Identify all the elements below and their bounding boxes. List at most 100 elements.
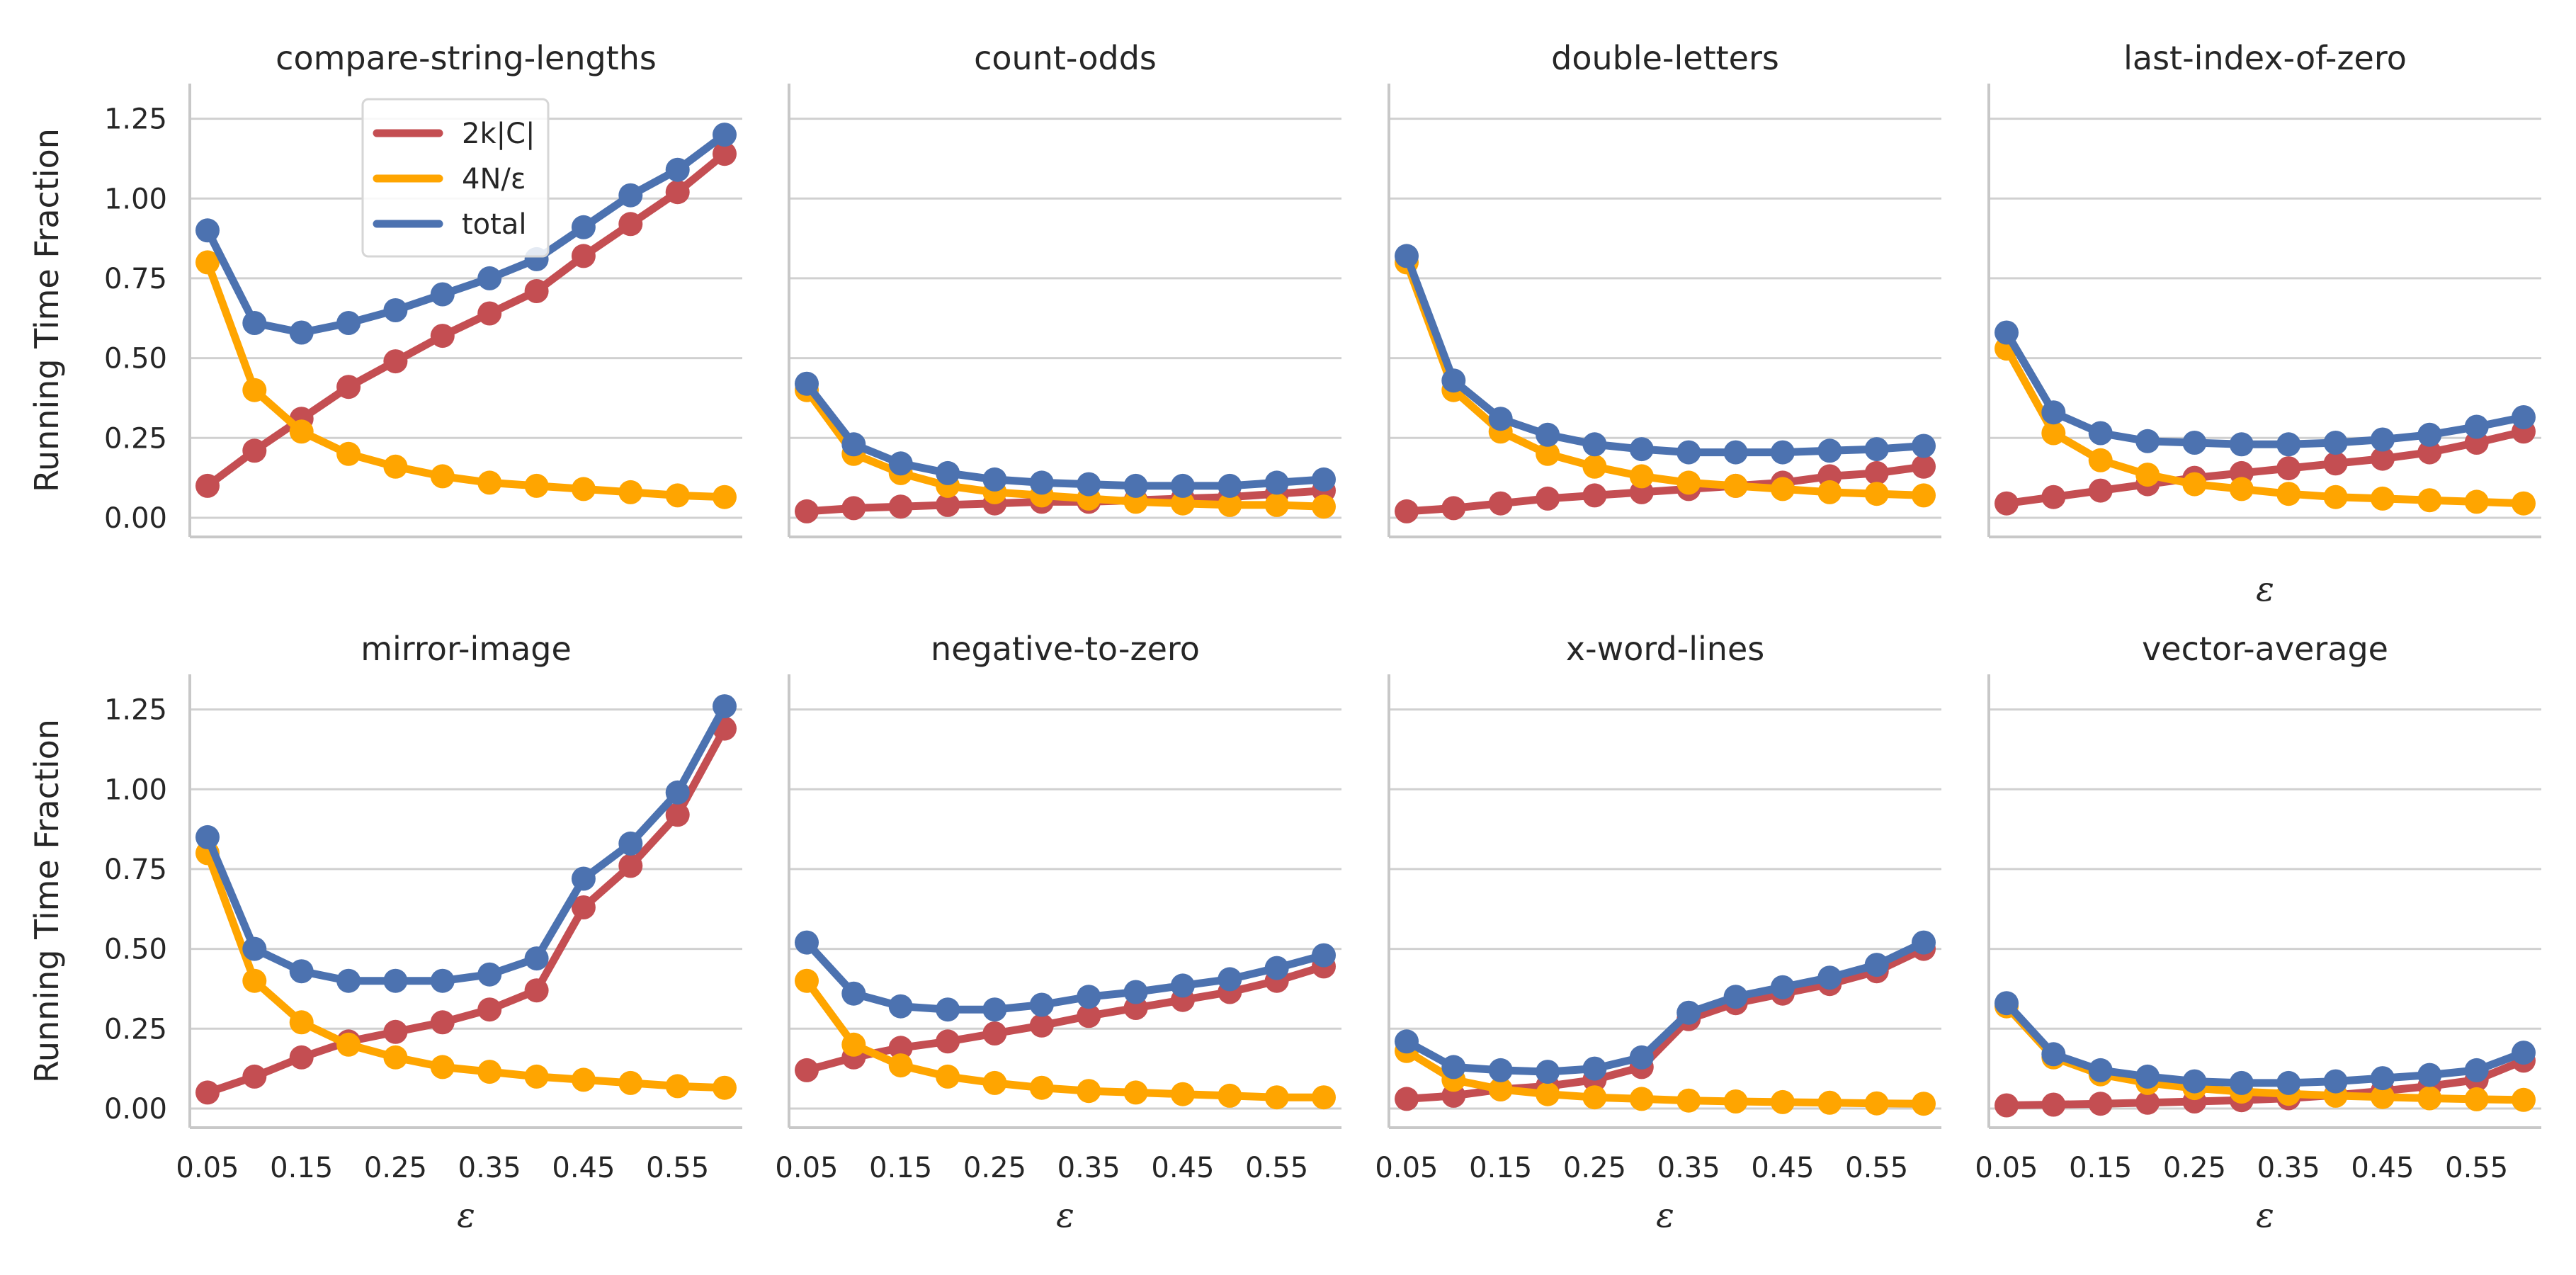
data-point bbox=[1488, 1058, 1513, 1082]
data-point bbox=[1629, 437, 1654, 462]
series-line-0 bbox=[203, 725, 729, 1096]
data-point bbox=[1582, 1085, 1607, 1110]
data-point bbox=[982, 1021, 1007, 1046]
data-point bbox=[1395, 499, 1419, 523]
data-point bbox=[571, 477, 596, 502]
x-tick-label: 0.25 bbox=[963, 1152, 1026, 1184]
data-point bbox=[1582, 454, 1607, 479]
data-point bbox=[1723, 440, 1748, 465]
data-point bbox=[2512, 405, 2536, 429]
data-point bbox=[888, 994, 913, 1019]
data-point bbox=[1029, 470, 1054, 495]
x-tick-label: 0.55 bbox=[1845, 1152, 1908, 1184]
data-point bbox=[2370, 1066, 2395, 1091]
data-point bbox=[383, 298, 408, 322]
data-point bbox=[1264, 492, 1289, 517]
x-tick-label: 0.05 bbox=[775, 1152, 838, 1184]
x-tick-label: 0.35 bbox=[1657, 1152, 1720, 1184]
data-point bbox=[982, 997, 1007, 1022]
x-tick-label: 0.35 bbox=[458, 1152, 521, 1184]
data-point bbox=[2323, 1069, 2348, 1094]
data-point bbox=[289, 419, 314, 444]
data-point bbox=[195, 824, 220, 849]
data-point bbox=[713, 142, 737, 166]
data-point bbox=[795, 930, 819, 955]
data-point bbox=[571, 244, 596, 268]
data-point bbox=[1077, 1079, 1101, 1104]
series-line-1 bbox=[802, 386, 1328, 511]
data-point bbox=[524, 279, 549, 303]
x-tick-label: 0.45 bbox=[1751, 1152, 1814, 1184]
x-axis-label: ε bbox=[2256, 570, 2274, 609]
legend-label: total bbox=[462, 208, 526, 241]
data-point bbox=[2135, 463, 2160, 487]
data-point bbox=[2088, 1058, 2113, 1082]
data-point bbox=[2088, 421, 2113, 446]
data-point bbox=[1817, 438, 1842, 463]
data-point bbox=[1395, 244, 1419, 268]
data-point bbox=[665, 803, 690, 827]
data-point bbox=[430, 1010, 455, 1035]
data-point bbox=[618, 183, 643, 208]
x-tick-label: 0.05 bbox=[1975, 1152, 2038, 1184]
data-point bbox=[2370, 427, 2395, 452]
x-tick-label: 0.35 bbox=[2257, 1152, 2320, 1184]
data-point bbox=[841, 496, 866, 521]
data-point bbox=[336, 1032, 361, 1057]
data-point bbox=[2088, 1092, 2113, 1116]
data-point bbox=[2182, 431, 2207, 455]
data-point bbox=[2182, 1069, 2207, 1094]
data-point bbox=[2229, 432, 2254, 457]
data-point bbox=[665, 157, 690, 182]
data-point bbox=[1264, 470, 1289, 495]
data-point bbox=[2464, 1058, 2489, 1082]
data-point bbox=[1029, 1075, 1054, 1100]
data-point bbox=[383, 349, 408, 374]
data-point bbox=[1770, 1089, 1795, 1114]
panel-7: vector-average 0.05 0.15 0.25 0.35 0.45 0.55 ε bbox=[1975, 630, 2541, 1235]
data-point bbox=[195, 1080, 220, 1105]
x-tick-label: 0.45 bbox=[1151, 1152, 1214, 1184]
data-point bbox=[1817, 965, 1842, 990]
data-point bbox=[336, 311, 361, 335]
data-point bbox=[936, 1029, 960, 1054]
data-point bbox=[2088, 448, 2113, 472]
y-tick-label: 0.50 bbox=[104, 934, 167, 966]
data-point bbox=[1864, 460, 1889, 485]
data-point bbox=[383, 968, 408, 993]
y-tick-label: 0.75 bbox=[104, 263, 167, 295]
data-point bbox=[841, 432, 866, 457]
data-point bbox=[242, 378, 267, 402]
series-line-2 bbox=[1402, 939, 1928, 1076]
data-point bbox=[982, 467, 1007, 492]
y-tick-label: 0.00 bbox=[104, 502, 167, 535]
data-point bbox=[383, 1045, 408, 1070]
data-point bbox=[430, 282, 455, 307]
data-point bbox=[1029, 992, 1054, 1017]
series-line-1 bbox=[203, 258, 729, 502]
data-point bbox=[713, 484, 737, 509]
data-point bbox=[477, 266, 502, 290]
panel-2: double-letters bbox=[1388, 39, 1941, 538]
data-point bbox=[1770, 440, 1795, 465]
data-point bbox=[430, 324, 455, 348]
data-point bbox=[888, 1053, 913, 1078]
data-point bbox=[1582, 483, 1607, 508]
panel-title: count-odds bbox=[974, 39, 1157, 77]
data-point bbox=[242, 438, 267, 463]
x-tick-label: 0.15 bbox=[2069, 1152, 2132, 1184]
data-point bbox=[289, 959, 314, 984]
data-point bbox=[2276, 1070, 2301, 1095]
x-tick-label: 0.35 bbox=[1057, 1152, 1120, 1184]
data-point bbox=[1582, 1056, 1607, 1081]
x-tick-label: 0.45 bbox=[552, 1152, 615, 1184]
data-point bbox=[2041, 421, 2066, 446]
data-point bbox=[2135, 429, 2160, 453]
data-point bbox=[2276, 482, 2301, 506]
data-point bbox=[2229, 477, 2254, 502]
data-point bbox=[242, 1064, 267, 1089]
series-line-2 bbox=[802, 939, 1328, 1014]
x-tick-label: 0.05 bbox=[176, 1152, 239, 1184]
data-point bbox=[1723, 985, 1748, 1009]
y-tick-label: 0.75 bbox=[104, 854, 167, 886]
